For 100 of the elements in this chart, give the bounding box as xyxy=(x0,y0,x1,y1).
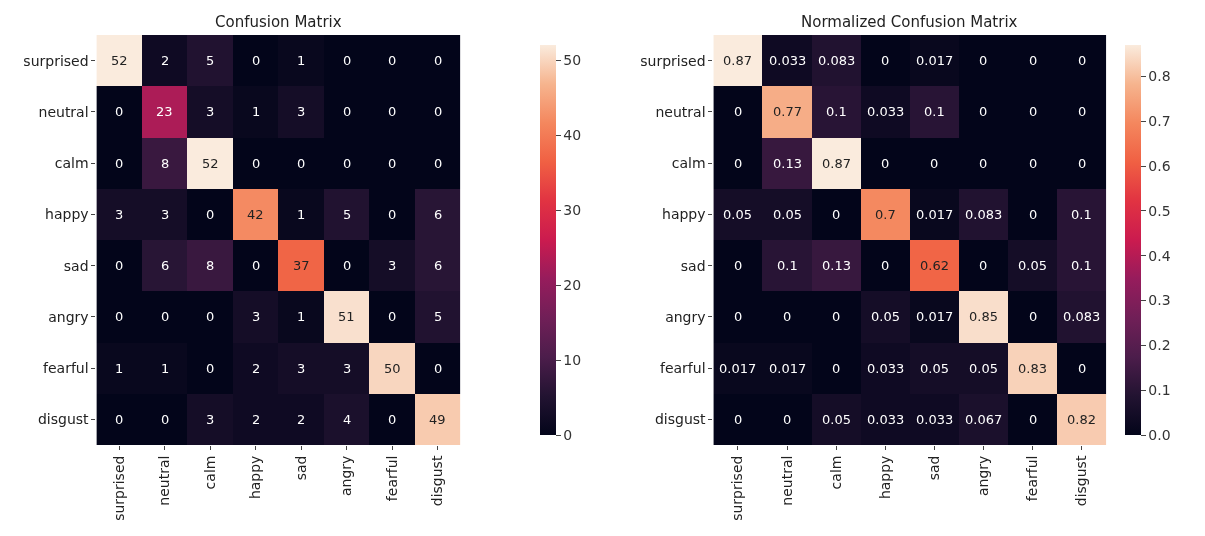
data-label: 0 xyxy=(434,361,443,376)
data-label: 0.83 xyxy=(1018,361,1047,376)
data-label: 0.033 xyxy=(867,412,905,427)
data-label: 0 xyxy=(343,156,352,171)
data-label: 8 xyxy=(161,156,170,171)
data-label: 0.05 xyxy=(1018,258,1047,273)
data-label: 5 xyxy=(343,207,352,222)
data-label: 0 xyxy=(1078,156,1087,171)
data-label: 1 xyxy=(297,53,306,68)
color-bar-label: 0.5 xyxy=(1148,202,1171,219)
color-bar-label: 0.1 xyxy=(1148,382,1171,399)
y-tick-label: disgust xyxy=(37,411,90,428)
x-tick-label: neutral xyxy=(778,455,795,506)
data-label: 3 xyxy=(297,104,306,119)
data-label: 0 xyxy=(1029,207,1038,222)
data-label: 0.083 xyxy=(1063,309,1101,324)
x-tick-label: fearful xyxy=(383,455,400,502)
data-label: 0.1 xyxy=(826,104,847,119)
y-tick-label: happy xyxy=(662,206,706,223)
data-label: 0.7 xyxy=(875,207,896,222)
color-bar-label: 40 xyxy=(563,126,582,143)
data-label: 0.017 xyxy=(719,361,757,376)
data-label: 0 xyxy=(881,258,890,273)
data-label: 0 xyxy=(388,412,397,427)
data-label: 2 xyxy=(161,53,170,68)
x-tick-label: fearful xyxy=(1024,455,1041,502)
color-bar-label: 0.7 xyxy=(1148,113,1171,130)
data-label: 0 xyxy=(115,156,124,171)
chart-title: Confusion Matrix xyxy=(215,13,342,31)
color-bar-label: 30 xyxy=(563,201,582,218)
data-label: 23 xyxy=(156,104,173,119)
data-label: 2 xyxy=(297,412,306,427)
x-tick-label: happy xyxy=(247,455,264,500)
data-label: 0.017 xyxy=(916,53,954,68)
data-label: 0.1 xyxy=(777,258,798,273)
x-tick-label: angry xyxy=(338,455,355,496)
data-label: 0 xyxy=(734,156,743,171)
data-label: 0 xyxy=(734,412,743,427)
data-label: 0.017 xyxy=(769,361,807,376)
data-label: 0 xyxy=(206,207,215,222)
data-label: 0.05 xyxy=(969,361,998,376)
data-label: 0 xyxy=(343,53,352,68)
data-label: 0.033 xyxy=(867,104,905,119)
data-label: 3 xyxy=(343,361,352,376)
data-label: 0 xyxy=(1029,412,1038,427)
y-tick-label: fearful xyxy=(659,360,706,377)
data-label: 0 xyxy=(979,53,988,68)
y-tick-label: fearful xyxy=(43,360,89,377)
data-label: 0 xyxy=(979,156,988,171)
data-label: 0 xyxy=(297,156,306,171)
data-label: 49 xyxy=(429,412,446,427)
data-label: 0 xyxy=(881,156,890,171)
data-label: 0.13 xyxy=(822,258,851,273)
x-tick-label: sad xyxy=(292,455,309,481)
data-label: 1 xyxy=(297,309,306,324)
data-label: 0 xyxy=(881,53,890,68)
x-tick-label: angry xyxy=(974,455,991,496)
data-label: 0 xyxy=(206,309,215,324)
data-label: 0 xyxy=(832,361,841,376)
data-label: 0.1 xyxy=(924,104,945,119)
data-label: 1 xyxy=(297,207,306,222)
color-bar-label: 0.8 xyxy=(1148,68,1171,85)
data-label: 0 xyxy=(206,361,215,376)
data-label: 0.05 xyxy=(920,361,949,376)
data-label: 0.87 xyxy=(723,53,752,68)
color-bar-label: 0.0 xyxy=(1148,426,1171,443)
y-tick-label: neutral xyxy=(38,103,89,120)
y-tick-label: calm xyxy=(54,155,89,172)
data-label: 0 xyxy=(161,309,170,324)
data-label: 1 xyxy=(252,104,261,119)
data-label: 0 xyxy=(388,156,397,171)
data-label: 6 xyxy=(434,258,443,273)
data-label: 0.033 xyxy=(769,53,807,68)
data-label: 0 xyxy=(1029,156,1038,171)
y-tick-label: angry xyxy=(665,308,706,325)
color-bar-label: 0.3 xyxy=(1148,292,1171,309)
data-label: 3 xyxy=(206,104,215,119)
data-label: 4 xyxy=(343,412,352,427)
data-label: 0 xyxy=(388,207,397,222)
data-label: 0 xyxy=(1029,309,1038,324)
y-tick-label: neutral xyxy=(655,103,706,120)
data-label: 0.77 xyxy=(773,104,802,119)
data-label: 0.05 xyxy=(723,207,752,222)
data-label: 0 xyxy=(734,309,743,324)
data-label: 0.017 xyxy=(916,207,954,222)
color-bar-label: 10 xyxy=(563,351,582,368)
data-label: 0 xyxy=(1078,53,1087,68)
x-tick-label: calm xyxy=(827,455,844,490)
data-label: 0.85 xyxy=(969,309,998,324)
color-bar-label: 50 xyxy=(563,51,582,68)
data-label: 0.1 xyxy=(1071,207,1092,222)
data-label: 5 xyxy=(206,53,215,68)
data-label: 0 xyxy=(252,156,261,171)
color-bar-label: 0.2 xyxy=(1148,337,1171,354)
data-label: 2 xyxy=(252,412,261,427)
data-label: 5 xyxy=(434,309,443,324)
data-label: 0 xyxy=(434,104,443,119)
data-label: 0 xyxy=(115,258,124,273)
data-label: 0 xyxy=(252,53,261,68)
data-label: 0 xyxy=(979,104,988,119)
